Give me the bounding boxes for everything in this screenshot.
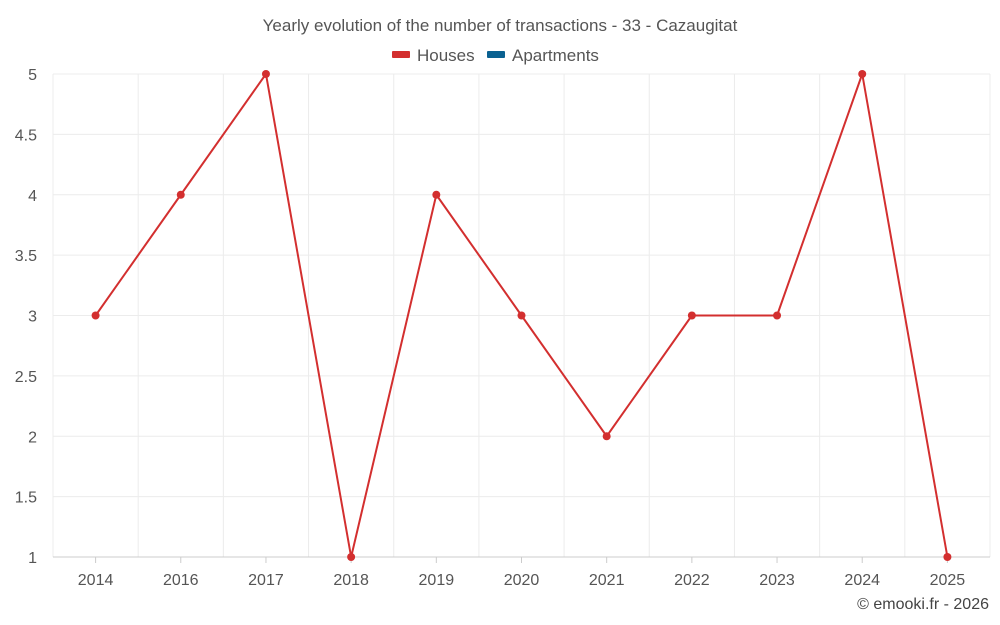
x-tick-label: 2025 — [930, 572, 966, 589]
data-point[interactable] — [91, 311, 100, 320]
y-tick-label: 4.5 — [15, 127, 37, 144]
x-tick-label: 2016 — [163, 572, 199, 589]
legend-swatch-apartments — [487, 51, 505, 58]
y-tick-label: 1 — [28, 550, 37, 567]
credit-text: © emooki.fr - 2026 — [857, 596, 989, 613]
data-point[interactable] — [602, 432, 611, 441]
data-point[interactable] — [347, 553, 356, 561]
data-point[interactable] — [687, 311, 696, 320]
data-point[interactable] — [176, 190, 185, 199]
y-tick-label: 3 — [28, 309, 37, 326]
y-tick-label: 5 — [28, 67, 37, 84]
x-tick-label: 2019 — [419, 572, 455, 589]
y-tick-label: 3.5 — [15, 248, 37, 265]
legend-label-houses: Houses — [417, 46, 475, 65]
x-tick-label: 2018 — [333, 572, 369, 589]
x-tick-label: 2024 — [844, 572, 880, 589]
legend-item-houses[interactable]: Houses — [392, 46, 475, 65]
y-tick-label: 1.5 — [15, 490, 37, 507]
y-tick-label: 2 — [28, 429, 37, 446]
data-point[interactable] — [773, 311, 782, 320]
y-tick-label: 2.5 — [15, 369, 37, 386]
data-point[interactable] — [517, 311, 526, 320]
data-point[interactable] — [858, 70, 867, 78]
series-layer — [91, 70, 952, 561]
y-tick-label: 4 — [28, 188, 37, 205]
legend-item-apartments[interactable]: Apartments — [487, 46, 599, 65]
x-tick-label: 2014 — [78, 572, 114, 589]
x-tick-label: 2021 — [589, 572, 625, 589]
legend: Houses Apartments — [392, 46, 599, 65]
x-tick-label: 2022 — [674, 572, 710, 589]
y-axis-ticks: 1 1.5 2 2.5 3 3.5 4 4.5 5 — [15, 67, 37, 567]
x-tick-label: 2020 — [504, 572, 540, 589]
x-axis-ticks: 2014 2016 2017 2018 2019 2020 2021 2022 2023 2024… — [78, 557, 966, 589]
legend-label-apartments: Apartments — [512, 46, 599, 65]
chart-title: Yearly evolution of the number of transa… — [263, 16, 738, 35]
data-point[interactable] — [261, 70, 270, 78]
x-tick-label: 2023 — [759, 572, 795, 589]
legend-swatch-houses — [392, 51, 410, 58]
data-point[interactable] — [432, 190, 441, 199]
data-point[interactable] — [943, 553, 952, 561]
x-tick-label: 2017 — [248, 572, 284, 589]
